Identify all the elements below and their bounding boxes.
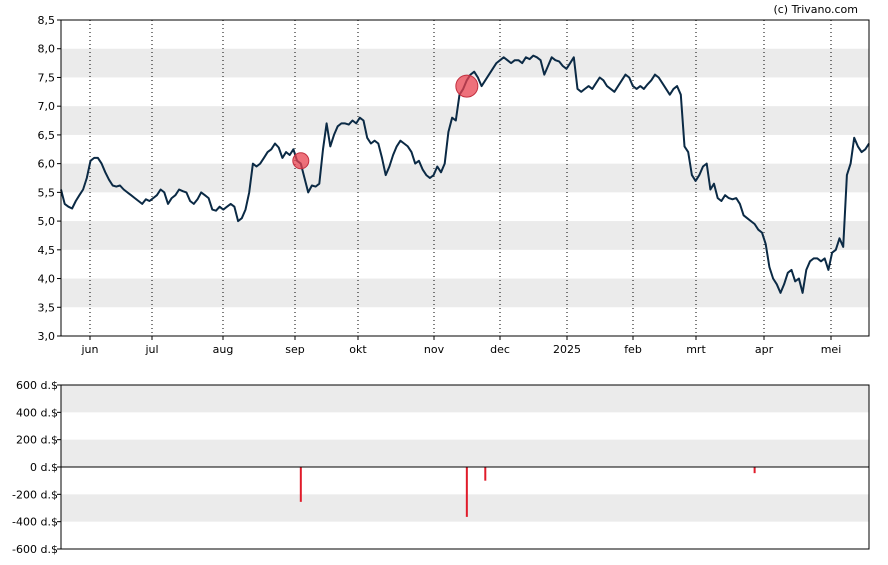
y-tick-label: 8,0	[38, 43, 56, 56]
y-tick-label: -200 d.$	[12, 488, 58, 501]
volume-panel-bands	[61, 385, 869, 522]
x-tick-label: jun	[81, 343, 99, 356]
y-tick-label: 3,5	[38, 301, 56, 314]
y-tick-label: 5,5	[38, 186, 56, 199]
y-tick-label: 8,5	[38, 14, 56, 27]
price-band	[61, 106, 869, 135]
price-panel-bands	[61, 48, 869, 308]
price-panel-month-gridlines	[89, 20, 832, 336]
y-tick-label: 4,0	[38, 273, 56, 286]
y-tick-label: 7,5	[38, 71, 56, 84]
volume-band	[61, 439, 869, 467]
y-tick-label: 6,0	[38, 158, 56, 171]
volume-band	[61, 385, 869, 413]
x-tick-label: nov	[424, 343, 445, 356]
price-panel-frame	[60, 19, 870, 337]
y-tick-label: 200 d.$	[16, 434, 58, 447]
month-x-axis: jun jul aug sep okt nov dec 2025 feb mrt apr mei	[81, 336, 842, 356]
credit-text: (c) Trivano.com	[773, 3, 858, 16]
x-tick-label: apr	[755, 343, 774, 356]
y-tick-label: 5,0	[38, 215, 56, 228]
x-tick-label: okt	[349, 343, 367, 356]
x-tick-label: mrt	[686, 343, 706, 356]
insider-bar	[465, 467, 468, 517]
x-tick-label: aug	[213, 343, 234, 356]
price-band	[61, 163, 869, 193]
insider-bar	[299, 467, 302, 502]
x-tick-label: 2025	[553, 343, 581, 356]
y-tick-label: 600 d.$	[16, 379, 58, 392]
insider-bars	[299, 467, 756, 517]
insider-bar	[484, 467, 487, 481]
volume-panel-frame	[60, 384, 870, 550]
x-tick-label: jul	[144, 343, 158, 356]
price-band	[61, 221, 869, 250]
y-tick-label: 7,0	[38, 100, 56, 113]
price-band	[61, 278, 869, 308]
sell-marker	[292, 152, 310, 170]
y-tick-label: 6,5	[38, 129, 56, 142]
volume-y-axis: 600 d.$ 400 d.$ 200 d.$ 0 d.$ -200 d.$ -400 d…	[12, 379, 61, 556]
trade-markers	[292, 74, 479, 170]
y-tick-label: 400 d.$	[16, 406, 58, 419]
x-tick-label: mei	[821, 343, 842, 356]
y-tick-label: 0 d.$	[30, 461, 58, 474]
x-tick-label: feb	[624, 343, 642, 356]
insider-bar	[753, 467, 756, 474]
x-tick-label: sep	[285, 343, 304, 356]
y-tick-label: 3,0	[38, 330, 56, 343]
y-tick-label: 4,5	[38, 244, 56, 257]
price-panel: 3,0 3,5 4,0 4,5 5,0 5,5 6,0 6,5 7,0 7,5 8,0 8,5 jun…	[38, 14, 870, 356]
volume-panel: 600 d.$ 400 d.$ 200 d.$ 0 d.$ -200 d.$ -400 d…	[12, 379, 870, 556]
price-band	[61, 48, 869, 78]
x-tick-label: dec	[490, 343, 510, 356]
price-y-axis: 3,0 3,5 4,0 4,5 5,0 5,5 6,0 6,5 7,0 7,5 8,0 8,5	[38, 14, 61, 343]
volume-band	[61, 494, 869, 522]
y-tick-label: -600 d.$	[12, 543, 58, 556]
y-tick-label: -400 d.$	[12, 516, 58, 529]
sell-marker	[455, 74, 479, 98]
